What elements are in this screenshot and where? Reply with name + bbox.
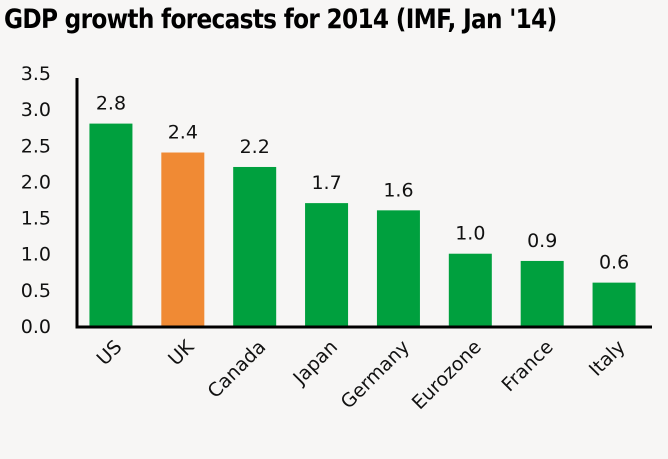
y-tick-label: 0.0 [21, 316, 51, 338]
y-tick-label: 3.0 [21, 99, 51, 121]
bar-canada [233, 166, 277, 326]
bar-eurozone [448, 253, 492, 326]
data-label-germany: 1.6 [383, 179, 413, 201]
bar-us [89, 123, 133, 326]
y-tick-label: 1.0 [21, 244, 51, 266]
bars [89, 123, 636, 326]
bar-france [520, 260, 564, 326]
x-tick-label-germany: Germany [337, 336, 414, 413]
x-tick-label-japan: Japan [288, 336, 342, 390]
data-label-japan: 1.7 [311, 172, 341, 194]
data-label-canada: 2.2 [240, 136, 270, 158]
chart-title: GDP growth forecasts for 2014 (IMF, Jan … [4, 4, 557, 35]
data-label-italy: 0.6 [599, 252, 629, 274]
data-label-us: 2.8 [96, 93, 126, 115]
data-labels: 2.8 2.4 2.2 1.7 1.6 1.0 0.9 0.6 [96, 93, 629, 274]
bar-italy [592, 282, 636, 326]
bar-germany [376, 210, 420, 326]
y-tick-label: 2.5 [21, 135, 51, 157]
data-label-france: 0.9 [527, 230, 557, 252]
y-axis-ticks: 0.0 0.5 1.0 1.5 2.0 2.5 3.0 3.5 [21, 63, 51, 338]
y-tick-label: 2.0 [21, 171, 51, 193]
y-tick-label: 3.5 [21, 63, 51, 85]
x-tick-label-italy: Italy [585, 336, 630, 381]
x-tick-label-france: France [497, 336, 557, 396]
bar-japan [305, 203, 349, 326]
x-tick-label-canada: Canada [204, 336, 271, 403]
y-tick-label: 0.5 [21, 280, 51, 302]
data-label-eurozone: 1.0 [455, 223, 485, 245]
x-tick-label-us: US [93, 336, 127, 370]
bar-uk [161, 152, 205, 326]
x-tick-label-uk: UK [164, 336, 199, 371]
y-tick-label: 1.5 [21, 208, 51, 230]
x-tick-label-eurozone: Eurozone [408, 336, 486, 414]
data-label-uk: 2.4 [168, 122, 198, 144]
